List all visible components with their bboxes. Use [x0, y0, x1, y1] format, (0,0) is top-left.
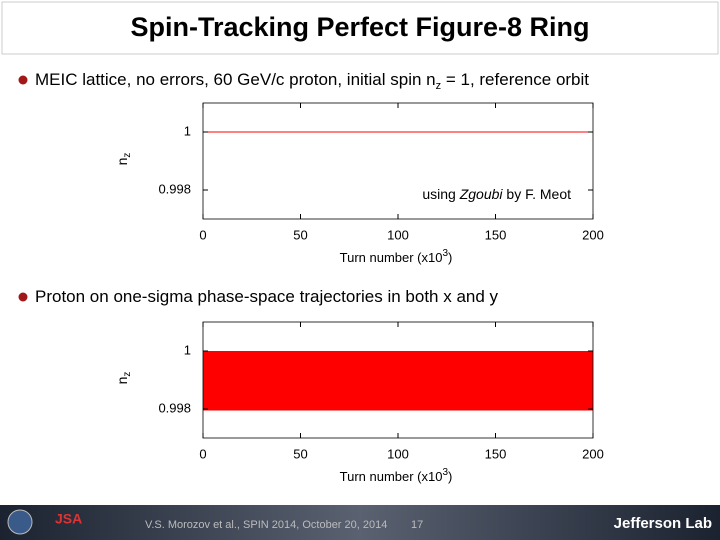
y-label-sub: z	[122, 153, 133, 158]
y-label-sub: z	[122, 372, 133, 377]
band	[203, 351, 593, 411]
y-tick-label: 1	[184, 342, 191, 357]
x-tick-label: 100	[387, 227, 409, 242]
x-tick-label: 150	[485, 446, 507, 461]
chart: 0 50 100 150 200 1 0.998 Turn number (x103) nz us…	[114, 102, 604, 266]
y-axis-label: nz	[114, 153, 133, 166]
y-label-text: n	[114, 377, 130, 385]
annotation-part: by F. Meot	[503, 186, 572, 202]
bullet-text: MEIC lattice, no errors, 60 GeV/c proton…	[35, 70, 589, 91]
x-tick-label: 0	[199, 227, 206, 242]
annotation: using Zgoubi by F. Meot	[422, 186, 571, 202]
logo	[7, 509, 33, 535]
x-label-text: )	[448, 469, 452, 484]
x-label-text: Turn number (x10	[340, 469, 443, 484]
chart: 0 50 100 150 200 1 0.998 Turn number (x103) nz	[114, 321, 604, 485]
x-label-sup: 3	[442, 248, 448, 259]
x-tick-label: 50	[293, 227, 307, 242]
y-axis-label: nz	[114, 372, 133, 385]
title-box	[1, 1, 719, 55]
bullet-text: Proton on one-sigma phase-space trajecto…	[35, 287, 499, 306]
lab-logo: Jefferson Lab	[614, 515, 712, 532]
x-label-text: Turn number (x10	[340, 250, 443, 265]
annotation-part: Zgoubi	[459, 186, 504, 202]
y-tick-label: 0.998	[158, 400, 191, 415]
footer-citation: V.S. Morozov et al., SPIN 2014, October …	[145, 519, 387, 531]
slide-title: Spin-Tracking Perfect Figure-8 Ring	[130, 12, 589, 42]
x-axis-label: Turn number (x103)	[340, 467, 453, 485]
x-tick-label: 50	[293, 446, 307, 461]
footer-band	[0, 505, 720, 540]
x-tick-label: 0	[199, 446, 206, 461]
y-tick-label: 1	[184, 123, 191, 138]
x-tick-label: 150	[485, 227, 507, 242]
page-number: 17	[411, 519, 423, 531]
annotation-part: using	[422, 186, 459, 202]
x-axis-label: Turn number (x103)	[340, 248, 453, 266]
y-label-text: n	[114, 158, 130, 166]
logo-text: JSA	[55, 511, 82, 527]
x-label-text: )	[448, 250, 452, 265]
x-tick-label: 100	[387, 446, 409, 461]
bullet-dot	[18, 292, 28, 302]
x-label-sup: 3	[442, 467, 448, 478]
bullet-dot	[18, 75, 28, 85]
x-tick-label: 200	[582, 446, 604, 461]
y-tick-label: 0.998	[158, 181, 191, 196]
x-tick-label: 200	[582, 227, 604, 242]
